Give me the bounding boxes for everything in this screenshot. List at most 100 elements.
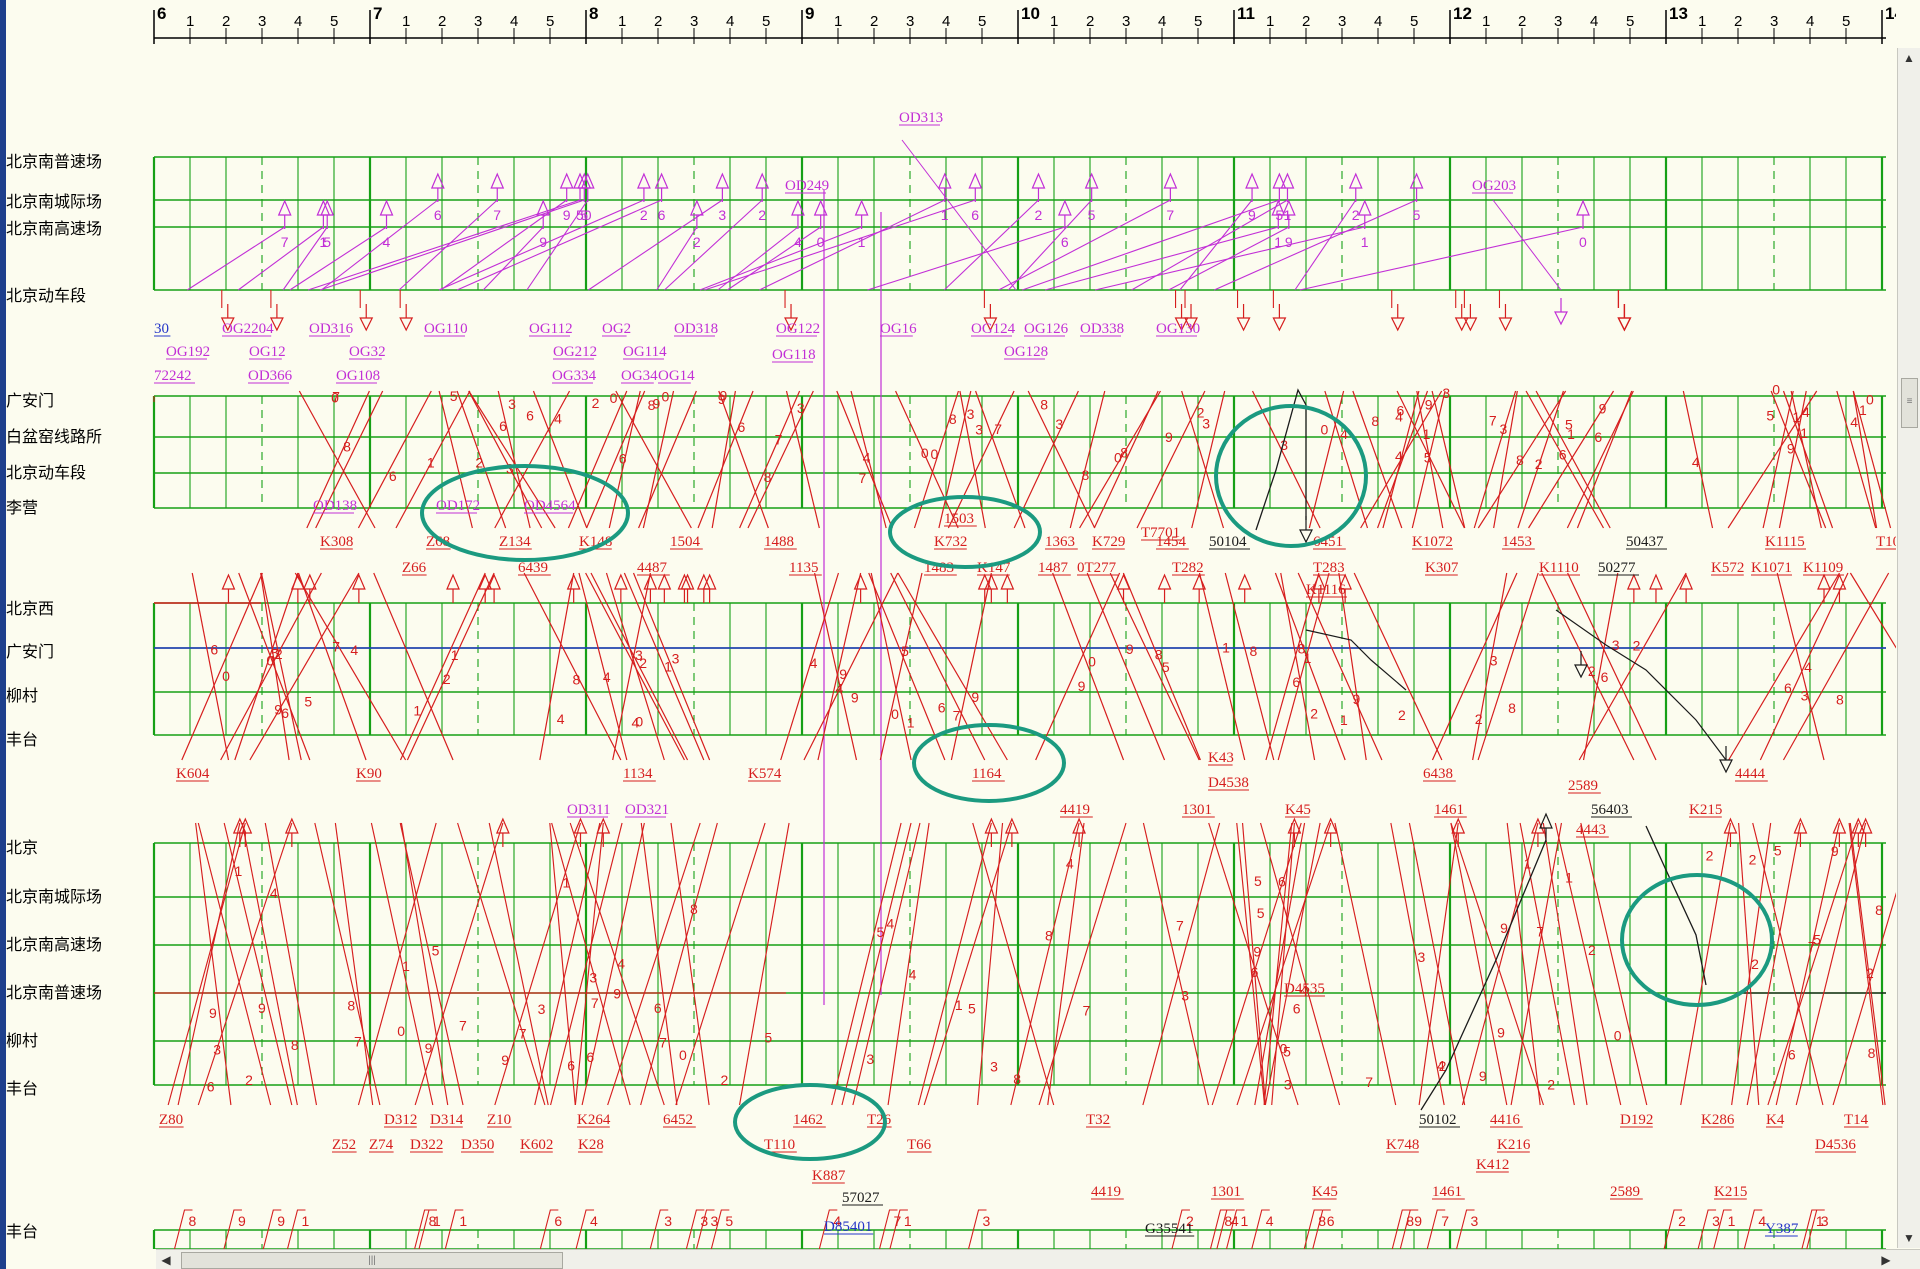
train-path[interactable]	[1492, 199, 1562, 291]
train-number-label[interactable]: OG203	[1472, 178, 1516, 194]
train-path[interactable]	[1762, 390, 1794, 529]
train-path[interactable]	[947, 390, 1015, 529]
train-path[interactable]	[298, 390, 376, 529]
train-path[interactable]	[1782, 572, 1890, 761]
train-path[interactable]	[260, 572, 290, 761]
train-path[interactable]	[695, 1209, 715, 1249]
train-path[interactable]	[1580, 822, 1648, 1106]
train-path[interactable]	[539, 572, 575, 761]
train-path[interactable]	[1209, 1209, 1229, 1249]
train-number-label[interactable]: K215	[1714, 1184, 1747, 1200]
train-number-label[interactable]: T66	[907, 1137, 932, 1153]
train-number-label[interactable]: Z74	[369, 1137, 394, 1153]
train-path[interactable]	[321, 199, 439, 291]
train-number-label[interactable]: 1487	[1038, 560, 1069, 576]
train-path[interactable]	[181, 572, 263, 761]
train-number-label[interactable]: 4487	[637, 560, 668, 576]
train-diagram-canvas[interactable]: 6 1 2 3 4 5 7 1 2 3 4 5 8 1 2 3 4 5 9 1 2 3 4 5 10 1 2 3 4 5 11 1 2 3 4 5 12…	[6, 0, 1896, 1249]
train-number-label[interactable]: 1504	[670, 534, 701, 550]
train-path[interactable]	[1376, 390, 1429, 529]
train-path[interactable]	[1035, 572, 1121, 761]
train-path[interactable]	[482, 226, 544, 291]
train-path[interactable]	[574, 822, 604, 1106]
train-path[interactable]	[551, 822, 631, 1106]
train-number-label[interactable]: K264	[577, 1112, 611, 1128]
train-path[interactable]	[901, 139, 1017, 291]
train-number-label[interactable]: K4	[1766, 1112, 1785, 1128]
train-number-label[interactable]: 56403	[1591, 802, 1629, 818]
train-number-label[interactable]: OG114	[623, 344, 667, 360]
train-path[interactable]	[1265, 572, 1320, 761]
train-number-label[interactable]: K887	[812, 1168, 846, 1184]
train-path[interactable]	[895, 390, 959, 529]
train-path[interactable]	[998, 199, 1171, 291]
train-path[interactable]	[818, 1209, 838, 1249]
train-path[interactable]	[1303, 1209, 1323, 1249]
train-path[interactable]	[1277, 572, 1330, 761]
train-path[interactable]	[1663, 1209, 1683, 1249]
train-number-label[interactable]: 4444	[1735, 766, 1766, 782]
train-number-label[interactable]: OD366	[248, 368, 293, 384]
train-path[interactable]	[197, 822, 293, 1106]
train-path[interactable]	[1109, 572, 1200, 761]
train-path[interactable]	[357, 390, 432, 529]
train-path[interactable]	[1450, 822, 1544, 1106]
train-path[interactable]	[972, 822, 1055, 1106]
train-number-label[interactable]: OD138	[313, 498, 357, 514]
train-path[interactable]	[186, 226, 286, 291]
train-path[interactable]	[534, 822, 601, 1106]
train-path[interactable]	[1142, 822, 1221, 1106]
train-number-label[interactable]: 1462	[793, 1112, 823, 1128]
scroll-down-icon[interactable]: ▼	[1903, 1231, 1915, 1245]
train-number-label[interactable]: K90	[356, 766, 382, 782]
train-path[interactable]	[195, 822, 232, 1106]
train-number-label[interactable]: OG192	[166, 344, 210, 360]
train-path[interactable]	[585, 572, 685, 761]
train-path[interactable]	[1382, 390, 1420, 529]
train-number-label[interactable]: K748	[1386, 1137, 1419, 1153]
train-path[interactable]	[1305, 629, 1407, 691]
train-number-label[interactable]: 1503	[944, 511, 974, 527]
train-path[interactable]	[539, 1209, 559, 1249]
train-number-label[interactable]: T110	[764, 1137, 795, 1153]
train-path[interactable]	[1852, 390, 1878, 529]
train-number-label[interactable]: D85401	[824, 1219, 872, 1235]
train-number-label[interactable]: OD321	[625, 802, 669, 818]
train-number-label[interactable]: OG2204	[222, 321, 274, 337]
train-number-label[interactable]: OG118	[772, 347, 816, 363]
train-number-label[interactable]: OD316	[309, 321, 354, 337]
train-path[interactable]	[917, 822, 992, 1106]
train-number-label[interactable]: OG126	[1024, 321, 1069, 337]
train-number-label[interactable]: OD313	[899, 110, 943, 126]
train-number-label[interactable]: OG112	[529, 321, 573, 337]
train-number-label[interactable]: D4536	[1815, 1137, 1856, 1153]
train-path[interactable]	[780, 572, 840, 761]
train-path[interactable]	[817, 572, 862, 761]
train-path[interactable]	[852, 822, 921, 1106]
train-number-label[interactable]: OD172	[436, 498, 480, 514]
train-path[interactable]	[1179, 199, 1253, 291]
train-number-label[interactable]: K1115	[1765, 534, 1805, 550]
vertical-scrollbar[interactable]: ▲ ≡ ▼	[1897, 48, 1920, 1248]
train-path[interactable]	[319, 199, 585, 291]
horizontal-scrollbar[interactable]: ◀ ||| ▶	[156, 1249, 1920, 1269]
train-number-label[interactable]: OG124	[971, 321, 1016, 337]
train-path[interactable]	[868, 572, 946, 761]
train-number-label[interactable]: K412	[1476, 1157, 1509, 1173]
train-path[interactable]	[1251, 1209, 1270, 1249]
train-number-label[interactable]: K1109	[1803, 560, 1843, 576]
scroll-right-icon[interactable]: ▶	[1881, 1253, 1891, 1267]
train-path[interactable]	[1069, 390, 1106, 529]
train-number-label[interactable]: K45	[1312, 1184, 1338, 1200]
train-path[interactable]	[1396, 390, 1465, 529]
train-path[interactable]	[1554, 822, 1622, 1106]
train-path[interactable]	[260, 572, 302, 761]
train-number-label[interactable]: 1134	[623, 766, 653, 782]
train-number-label[interactable]: Z134	[499, 534, 531, 550]
train-number-label[interactable]: Z10	[487, 1112, 511, 1128]
train-path[interactable]	[1832, 823, 1896, 1106]
train-path[interactable]	[1264, 822, 1321, 1106]
train-number-label[interactable]: K28	[578, 1137, 604, 1153]
train-number-label[interactable]: K1072	[1412, 534, 1453, 550]
train-path[interactable]	[398, 199, 498, 291]
